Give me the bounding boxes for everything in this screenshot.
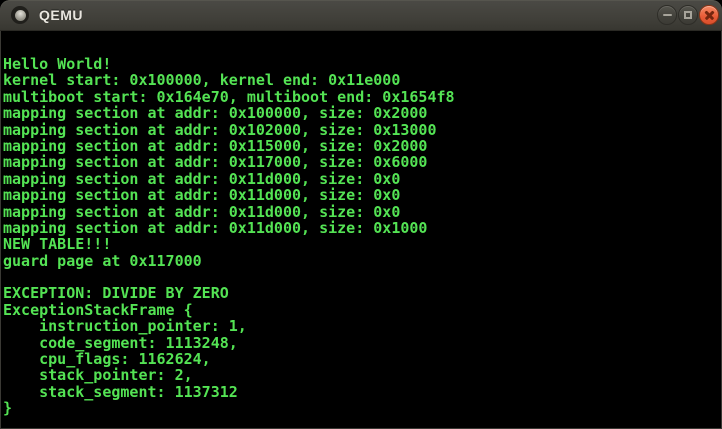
terminal-display[interactable]: Hello World! kernel start: 0x100000, ker… <box>0 31 722 429</box>
terminal-line: mapping section at addr: 0x11d000, size:… <box>3 186 401 205</box>
terminal-line: instruction_pointer: 1, <box>3 317 247 336</box>
terminal-line: mapping section at addr: 0x11d000, size:… <box>3 202 401 221</box>
maximize-icon <box>684 11 692 19</box>
terminal-line: } <box>3 399 13 418</box>
terminal-line: stack_segment: 1137312 <box>3 382 238 401</box>
minimize-icon <box>662 14 672 16</box>
terminal-line: mapping section at addr: 0x100000, size:… <box>3 104 428 123</box>
terminal-line: Hello World! <box>3 55 112 73</box>
terminal-line: code_segment: 1113248, <box>3 333 238 352</box>
minimize-button[interactable] <box>657 5 677 25</box>
terminal-line <box>3 269 721 285</box>
terminal-line: NEW TABLE!!! <box>3 235 112 254</box>
terminal-line: multiboot start: 0x164e70, multiboot end… <box>3 87 455 106</box>
terminal-line: guard page at 0x117000 <box>3 251 202 270</box>
close-button[interactable] <box>699 5 719 25</box>
terminal-line: ExceptionStackFrame { <box>3 300 193 319</box>
terminal-line: mapping section at addr: 0x102000, size:… <box>3 120 437 139</box>
terminal-line: kernel start: 0x100000, kernel end: 0x11… <box>3 71 401 90</box>
close-icon <box>703 9 715 21</box>
window-controls <box>657 5 719 25</box>
terminal-line: mapping section at addr: 0x11d000, size:… <box>3 218 428 237</box>
qemu-logo-dot <box>14 9 26 21</box>
terminal-output: Hello World! kernel start: 0x100000, ker… <box>3 56 721 417</box>
terminal-line: mapping section at addr: 0x11d000, size:… <box>3 169 401 188</box>
qemu-window-icon[interactable] <box>11 6 29 24</box>
terminal-line: stack_pointer: 2, <box>3 366 193 385</box>
terminal-line: mapping section at addr: 0x117000, size:… <box>3 153 428 172</box>
terminal-line: cpu_flags: 1162624, <box>3 350 211 369</box>
terminal-line: EXCEPTION: DIVIDE BY ZERO <box>3 284 229 303</box>
maximize-button[interactable] <box>678 5 698 25</box>
window-title: QEMU <box>39 7 83 23</box>
titlebar[interactable]: QEMU <box>0 0 722 31</box>
terminal-line: mapping section at addr: 0x115000, size:… <box>3 136 428 155</box>
